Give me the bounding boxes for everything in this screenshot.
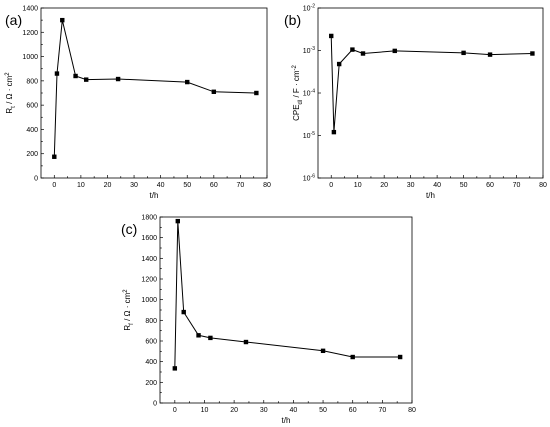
y-tick-label: 1000 (22, 54, 38, 61)
x-tick-label: 60 (210, 182, 218, 189)
series-line (53, 19, 257, 157)
x-tick-label: 20 (380, 182, 388, 189)
x-tick-label: 10 (354, 182, 362, 189)
y-tick-label: 400 (145, 359, 157, 366)
y-tick-label: 800 (26, 78, 38, 85)
data-point (185, 79, 190, 85)
x-tick-label: 30 (260, 407, 268, 414)
y-tick-label: 800 (145, 318, 157, 325)
y-axis-label: Rf / Ω · cm2 (123, 289, 135, 331)
x-axis-label: t/h (282, 416, 291, 425)
plot-frame (159, 216, 413, 404)
panel-label: (c) (121, 221, 137, 237)
data-point (54, 71, 60, 76)
data-point (254, 90, 259, 96)
data-point (208, 335, 213, 341)
x-tick-label: 30 (407, 182, 415, 189)
x-tick-label: 30 (130, 182, 138, 189)
x-tick-label: 70 (237, 182, 245, 189)
y-tick-label: 1800 (141, 215, 157, 222)
y-axis-label: CPEdl / F · cm-2 (292, 64, 304, 120)
data-point (360, 51, 366, 56)
data-point (350, 47, 355, 52)
y-tick-label: 10-6 (303, 174, 315, 183)
data-point (172, 366, 178, 371)
data-point (336, 61, 342, 67)
x-tick-label: 80 (408, 407, 416, 414)
data-point (115, 76, 121, 82)
x-tick-label: 80 (539, 182, 547, 189)
y-tick-label: 200 (26, 151, 38, 158)
data-point (350, 354, 355, 360)
x-tick-label: 50 (319, 407, 327, 414)
y-tick-label: 1200 (141, 277, 157, 284)
y-tick-label: 200 (145, 380, 157, 387)
data-point (397, 354, 403, 360)
y-axis-label: Rt / Ω · cm2 (5, 72, 17, 114)
x-tick-label: 60 (486, 182, 494, 189)
x-tick-label: 10 (77, 182, 85, 189)
x-tick-label: 20 (104, 182, 112, 189)
data-point (331, 129, 337, 135)
data-point (243, 339, 249, 345)
series-line (174, 221, 401, 369)
x-tick-label: 0 (329, 182, 333, 189)
panel-label: (a) (5, 12, 22, 28)
data-point (392, 48, 397, 54)
data-point (60, 17, 65, 23)
data-point (461, 50, 466, 56)
x-tick-label: 70 (513, 182, 521, 189)
data-point (52, 154, 57, 159)
data-point (487, 52, 493, 57)
x-tick-label: 10 (201, 407, 209, 414)
data-point (175, 218, 180, 224)
y-tick-label: 1000 (141, 297, 157, 304)
chart-panel-3: (c)0 10 20 30 40 50 60 70 8002004006008001000120… (121, 215, 416, 426)
y-tick-label: 10-3 (303, 46, 315, 55)
series-line (330, 35, 533, 133)
data-point (329, 33, 334, 39)
y-tick-label: 10-4 (303, 89, 315, 98)
x-tick-label: 0 (173, 407, 177, 414)
x-tick-label: 80 (263, 182, 271, 189)
y-tick-label: 1200 (22, 30, 38, 37)
y-tick-label: 1400 (141, 256, 157, 263)
plot-frame (40, 7, 268, 179)
x-tick-label: 40 (290, 407, 298, 414)
chart-panel-2: (b) 0 10 20 30 40 50 60 70 80 10-6 10-5 10-4 10-3 10-2… (284, 4, 547, 201)
data-point (73, 73, 78, 79)
y-tick-label: 400 (26, 127, 38, 134)
x-tick-label: 40 (433, 182, 441, 189)
y-tick-label: 0 (153, 401, 157, 408)
data-point (320, 348, 326, 354)
x-tick-label: 0 (52, 182, 56, 189)
panel-label: (b) (284, 12, 301, 28)
y-tick-label: 10-2 (303, 4, 315, 13)
x-axis-label: t/h (426, 191, 435, 200)
y-tick-label: 10-5 (303, 131, 315, 140)
x-tick-label: 60 (349, 407, 357, 414)
y-tick-label: 1600 (141, 235, 157, 242)
x-tick-label: 50 (183, 182, 191, 189)
y-tick-label: 0 (34, 176, 38, 183)
chart-panel-1: (a)0 10 20 30 40 50 60 70 8002004006008001000120… (5, 6, 271, 201)
x-tick-label: 70 (378, 407, 386, 414)
y-tick-label: 600 (145, 339, 157, 346)
x-tick-label: 50 (460, 182, 468, 189)
data-point (181, 309, 186, 315)
data-point (530, 51, 535, 56)
data-point (211, 89, 217, 94)
x-tick-label: 40 (157, 182, 165, 189)
x-axis-label: t/h (150, 191, 159, 200)
data-point (84, 77, 89, 82)
x-tick-label: 20 (230, 407, 238, 414)
data-point (196, 333, 201, 338)
y-tick-label: 600 (26, 103, 38, 110)
plot-frame (317, 7, 544, 179)
y-tick-label: 1400 (22, 6, 38, 13)
